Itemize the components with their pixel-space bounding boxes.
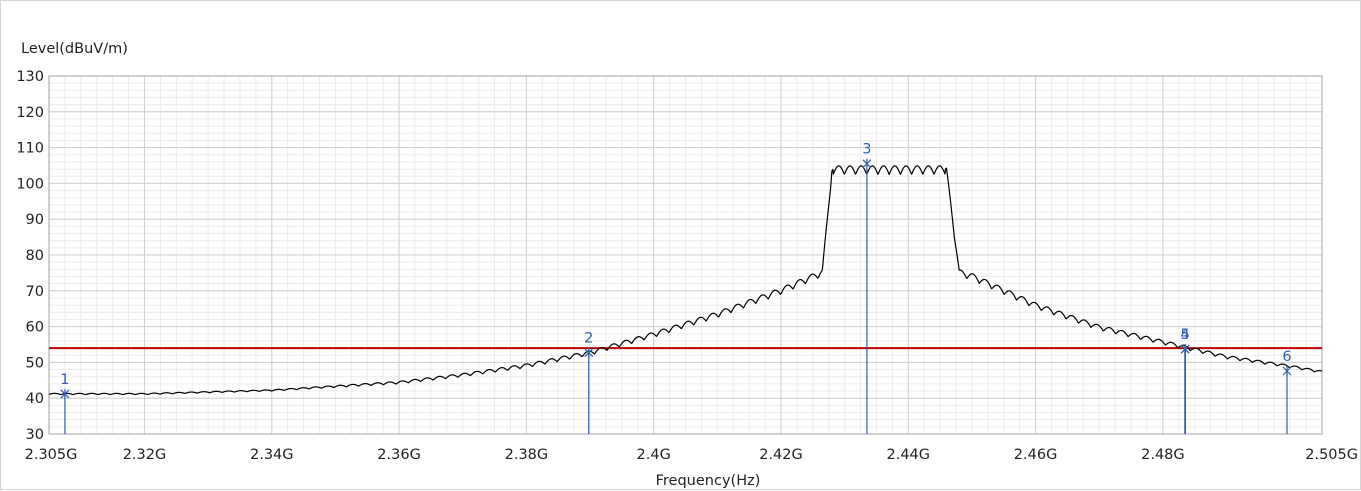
x-tick-label: 2.36G (377, 447, 421, 463)
x-tick-label: 2.4G (637, 447, 671, 463)
y-tick-label: 30 (26, 427, 44, 443)
marker-5-star (1180, 344, 1190, 355)
x-tick-labels: 2.305G 2.32G 2.34G 2.36G 2.38G 2.4G 2.42G 2.44G… (25, 447, 1358, 463)
y-tick-label: 130 (16, 69, 44, 85)
y-tick-label: 120 (16, 105, 44, 121)
x-tick-label: 2.305G (25, 447, 78, 463)
y-tick-label: 40 (26, 391, 44, 407)
x-tick-label: 2.32G (123, 447, 167, 463)
x-axis-title: Frequency(Hz) (656, 473, 761, 489)
marker-4-label: 4 (1181, 327, 1190, 343)
marker-1-label: 1 (60, 372, 69, 388)
y-tick-label: 60 (26, 320, 44, 336)
marker-3-label: 3 (862, 142, 871, 158)
y-tick-label: 100 (16, 176, 44, 192)
spectrum-trace (48, 165, 1323, 396)
x-tick-label: 2.48G (1141, 447, 1185, 463)
x-tick-label: 2.34G (250, 447, 294, 463)
x-tick-label: 2.38G (505, 447, 549, 463)
y-tick-label: 90 (26, 212, 44, 228)
x-tick-label: 2.44G (887, 447, 931, 463)
x-tick-label: 2.46G (1014, 447, 1058, 463)
marker-5-label: 5 (1181, 327, 1190, 343)
y-tick-label: 80 (26, 248, 44, 264)
marker-2-star (584, 347, 594, 358)
y-tick-label: 50 (26, 355, 44, 371)
x-tick-label: 2.42G (759, 447, 803, 463)
y-tick-label: 110 (16, 141, 44, 157)
y-tick-labels: 30 40 50 60 70 80 90 100 110 120 130 (16, 69, 44, 443)
plot-border (48, 75, 1323, 435)
x-tick-label: 2.505G (1305, 447, 1358, 463)
marker-layer: 1 2 3 45 6 (60, 142, 1292, 434)
marker-6-label: 6 (1282, 349, 1291, 365)
trace-layer (48, 165, 1323, 396)
marker-3-star (862, 158, 872, 169)
y-tick-label: 70 (26, 284, 44, 300)
marker-6-star (1282, 365, 1292, 376)
marker-1-star (60, 388, 70, 399)
y-axis-title: Level(dBuV/m) (21, 41, 128, 57)
marker-2-label: 2 (584, 331, 593, 347)
